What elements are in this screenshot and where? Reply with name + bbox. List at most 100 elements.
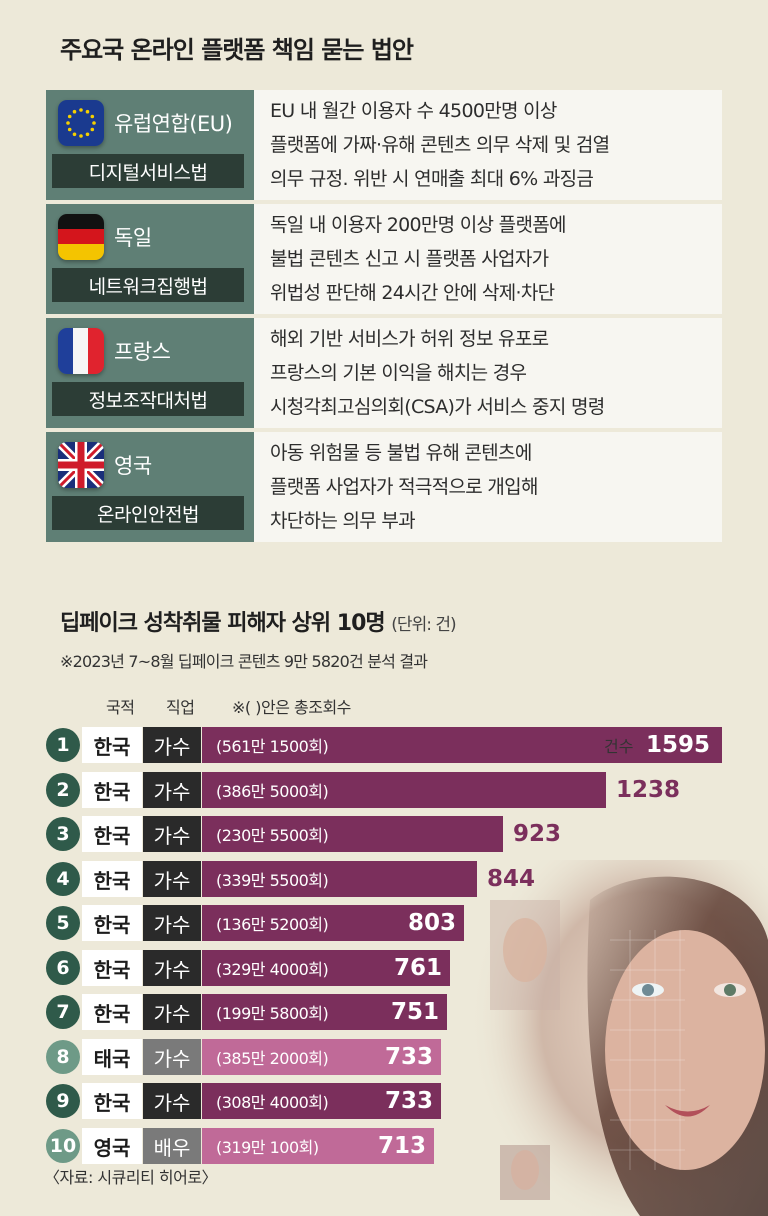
total-views-label: (329만 4000회) xyxy=(216,960,329,979)
value-label: 733 xyxy=(385,1044,434,1070)
chart-title: 딥페이크 성착취물 피해자 상위 10명 (단위: 건) xyxy=(60,605,457,637)
value-label: 844 xyxy=(487,866,536,892)
law-row: 유럽연합(EU) 디지털서비스법 EU 내 월간 이용자 수 4500만명 이상 플랫… xyxy=(46,90,722,200)
nationality-cell: 한국 xyxy=(82,816,142,852)
nationality-cell: 한국 xyxy=(82,950,142,986)
law-name: 네트워크집행법 xyxy=(52,268,244,302)
bar xyxy=(202,1083,441,1119)
bar xyxy=(202,861,477,897)
law-description-line: 위법성 판단해 24시간 안에 삭제·차단 xyxy=(270,282,555,304)
chart-note: ※2023년 7~8월 딥페이크 콘텐츠 9만 5820건 분석 결과 xyxy=(60,652,428,671)
rank-badge: 1 xyxy=(46,728,80,762)
france-flag-icon xyxy=(58,328,104,374)
total-views-label: (385만 2000회) xyxy=(216,1049,329,1068)
bar xyxy=(202,816,503,852)
occupation-cell: 가수 xyxy=(143,772,201,808)
law-description-line: 차단하는 의무 부과 xyxy=(270,510,416,532)
rank-badge: 7 xyxy=(46,995,80,1029)
law-left-panel: 독일 네트워크집행법 xyxy=(46,204,254,314)
value-label: 1238 xyxy=(616,777,681,803)
col-head-job: 직업 xyxy=(166,698,195,717)
law-description-line: 의무 규정. 위반 시 연매출 최대 6% 과징금 xyxy=(270,168,594,190)
law-row: 독일 네트워크집행법 독일 내 이용자 200만명 이상 플랫폼에 불법 콘텐츠 신고… xyxy=(46,204,722,314)
value-label: 761 xyxy=(394,955,443,981)
law-description: 독일 내 이용자 200만명 이상 플랫폼에 불법 콘텐츠 신고 시 플랫폼 사업… xyxy=(254,204,722,314)
rank-badge: 6 xyxy=(46,951,80,985)
nationality-cell: 한국 xyxy=(82,1083,142,1119)
col-head-views: ※( )안은 총조회수 xyxy=(232,698,351,717)
total-views-label: (339만 5500회) xyxy=(216,871,329,890)
bar xyxy=(202,950,450,986)
nationality-cell: 한국 xyxy=(82,994,142,1030)
value-label: 923 xyxy=(513,821,562,847)
value-label: 803 xyxy=(408,910,457,936)
total-views-label: (386만 5000회) xyxy=(216,782,329,801)
rank-badge: 9 xyxy=(46,1084,80,1118)
occupation-cell: 배우 xyxy=(143,1128,201,1164)
country-name: 프랑스 xyxy=(114,340,171,364)
total-views-label: (308만 4000회) xyxy=(216,1093,329,1112)
uk-flag-icon xyxy=(58,442,104,488)
total-views-label: (136만 5200회) xyxy=(216,915,329,934)
country-name: 영국 xyxy=(114,454,152,478)
decorative-face-illustration xyxy=(470,860,768,1216)
nationality-cell: 한국 xyxy=(82,905,142,941)
law-description-line: 프랑스의 기본 이익을 해치는 경우 xyxy=(270,362,527,384)
bar xyxy=(202,1128,434,1164)
occupation-cell: 가수 xyxy=(143,1039,201,1075)
rank-badge: 10 xyxy=(46,1129,80,1163)
section1-title: 주요국 온라인 플랫폼 책임 묻는 법안 xyxy=(60,36,414,64)
nationality-cell: 한국 xyxy=(82,772,142,808)
law-description-line: 불법 콘텐츠 신고 시 플랫폼 사업자가 xyxy=(270,248,549,270)
total-views-label: (199만 5800회) xyxy=(216,1004,329,1023)
chart-title-text: 딥페이크 성착취물 피해자 상위 10명 xyxy=(60,611,386,636)
law-table: 유럽연합(EU) 디지털서비스법 EU 내 월간 이용자 수 4500만명 이상 플랫… xyxy=(46,90,722,546)
occupation-cell: 가수 xyxy=(143,861,201,897)
law-name: 디지털서비스법 xyxy=(52,154,244,188)
chart-unit: (단위: 건) xyxy=(391,615,456,635)
occupation-cell: 가수 xyxy=(143,727,201,763)
total-views-label: (319만 100회) xyxy=(216,1138,319,1157)
bar xyxy=(202,1039,441,1075)
law-name: 정보조작대처법 xyxy=(52,382,244,416)
occupation-cell: 가수 xyxy=(143,905,201,941)
bar xyxy=(202,994,447,1030)
bar xyxy=(202,727,722,763)
occupation-cell: 가수 xyxy=(143,994,201,1030)
bar xyxy=(202,772,606,808)
value-label: 1595 xyxy=(646,732,711,758)
law-description-line: EU 내 월간 이용자 수 4500만명 이상 xyxy=(270,100,557,122)
law-left-panel: 유럽연합(EU) 디지털서비스법 xyxy=(46,90,254,200)
col-head-nationality: 국적 xyxy=(106,698,135,717)
rank-badge: 2 xyxy=(46,773,80,807)
nationality-cell: 영국 xyxy=(82,1128,142,1164)
nationality-cell: 한국 xyxy=(82,727,142,763)
law-description-line: 시청각최고심의회(CSA)가 서비스 중지 명령 xyxy=(270,396,605,418)
value-label: 751 xyxy=(391,999,440,1025)
germany-flag-icon xyxy=(58,214,104,260)
nationality-cell: 한국 xyxy=(82,861,142,897)
rank-badge: 5 xyxy=(46,906,80,940)
value-label: 713 xyxy=(378,1133,427,1159)
count-label: 건수 xyxy=(604,737,634,756)
bar xyxy=(202,905,464,941)
rank-badge: 8 xyxy=(46,1040,80,1074)
occupation-cell: 가수 xyxy=(143,816,201,852)
occupation-cell: 가수 xyxy=(143,950,201,986)
law-description-line: 플랫폼 사업자가 적극적으로 개입해 xyxy=(270,476,538,498)
nationality-cell: 태국 xyxy=(82,1039,142,1075)
law-description-line: 아동 위험물 등 불법 유해 콘텐츠에 xyxy=(270,442,532,464)
law-description: 해외 기반 서비스가 허위 정보 유포로 프랑스의 기본 이익을 해치는 경우 시청… xyxy=(254,318,722,428)
law-name: 온라인안전법 xyxy=(52,496,244,530)
occupation-cell: 가수 xyxy=(143,1083,201,1119)
total-views-label: (230만 5500회) xyxy=(216,826,329,845)
rank-badge: 3 xyxy=(46,817,80,851)
eu-flag-icon xyxy=(58,100,104,146)
total-views-label: (561만 1500회) xyxy=(216,737,329,756)
law-description: EU 내 월간 이용자 수 4500만명 이상 플랫폼에 가짜·유해 콘텐츠 의무… xyxy=(254,90,722,200)
country-name: 유럽연합(EU) xyxy=(114,112,233,136)
law-row: 프랑스 정보조작대처법 해외 기반 서비스가 허위 정보 유포로 프랑스의 기본 이익… xyxy=(46,318,722,428)
